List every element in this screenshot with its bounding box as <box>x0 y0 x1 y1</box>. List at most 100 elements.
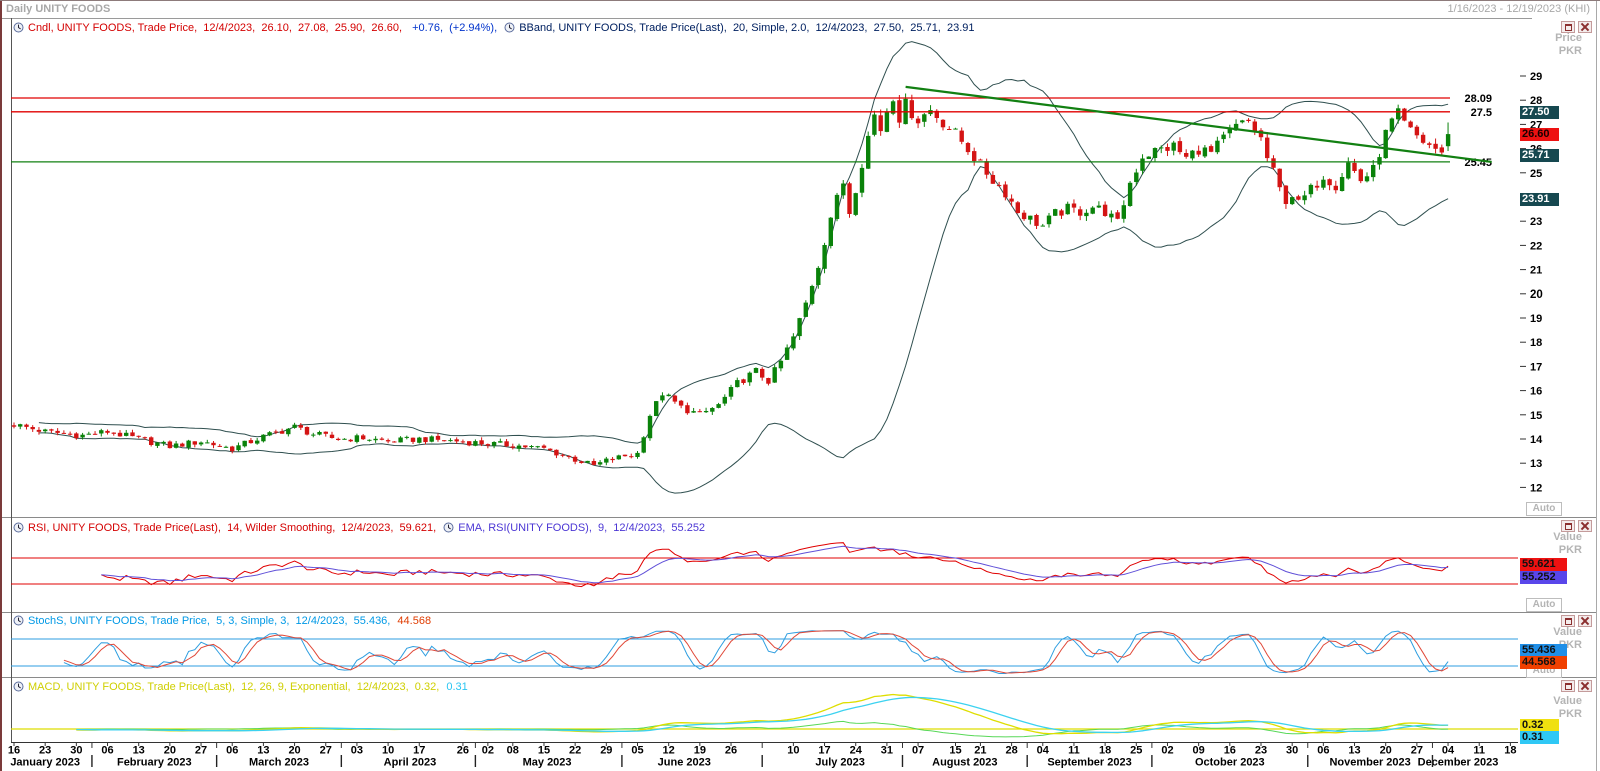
macd-legend: MACD, UNITY FOODS, Trade Price(Last), 12… <box>13 680 468 693</box>
restore-icon[interactable] <box>1561 680 1575 692</box>
stoch-k-badge: 55.436 <box>1520 643 1567 657</box>
svg-text:25: 25 <box>1130 745 1142 757</box>
svg-text:07: 07 <box>912 745 924 757</box>
svg-text:14: 14 <box>1530 434 1543 446</box>
svg-text:06: 06 <box>226 745 238 757</box>
svg-text:06: 06 <box>101 745 113 757</box>
macd-signal-value: 0.31 <box>446 680 468 693</box>
svg-text:12: 12 <box>1530 482 1542 494</box>
stoch-panel-window-buttons <box>1561 615 1592 627</box>
svg-text:28: 28 <box>1005 745 1017 757</box>
svg-text:11: 11 <box>1068 745 1080 757</box>
svg-text:13: 13 <box>257 745 269 757</box>
date-range-label: 1/16/2023 - 12/19/2023 (KHI) <box>1447 3 1590 15</box>
svg-text:27: 27 <box>1530 119 1542 131</box>
last-price-badge: 26.60 <box>1520 127 1559 141</box>
svg-text:16: 16 <box>8 745 20 757</box>
svg-text:26: 26 <box>725 745 737 757</box>
svg-text:27: 27 <box>195 745 207 757</box>
svg-text:30: 30 <box>1286 745 1298 757</box>
svg-text:10: 10 <box>382 745 394 757</box>
svg-text:15: 15 <box>538 745 550 757</box>
svg-text:28.09: 28.09 <box>1464 93 1492 105</box>
svg-text:19: 19 <box>1530 313 1542 325</box>
restore-icon[interactable] <box>1561 21 1575 33</box>
close-icon[interactable] <box>1578 680 1592 692</box>
svg-text:February 2023: February 2023 <box>117 757 192 769</box>
svg-text:13: 13 <box>133 745 145 757</box>
svg-text:July 2023: July 2023 <box>815 757 865 769</box>
rsi-axis-title: Value <box>1553 531 1582 543</box>
svg-text:19: 19 <box>694 745 706 757</box>
rsi-panel-window-buttons <box>1561 520 1592 532</box>
close-icon[interactable] <box>1578 615 1592 627</box>
close-icon[interactable] <box>1578 21 1592 33</box>
svg-text:April 2023: April 2023 <box>384 757 437 769</box>
window-left-border <box>0 1 2 771</box>
svg-text:04: 04 <box>1037 745 1050 757</box>
bband-upper-badge: 27.50 <box>1520 105 1559 119</box>
svg-text:16: 16 <box>1224 745 1236 757</box>
svg-text:18: 18 <box>1504 745 1516 757</box>
indicator-clock-icon <box>13 615 24 626</box>
stoch-d-badge: 44.568 <box>1520 656 1567 670</box>
svg-text:21: 21 <box>974 745 986 757</box>
svg-text:March 2023: March 2023 <box>249 757 309 769</box>
svg-text:12: 12 <box>663 745 675 757</box>
svg-text:September 2023: September 2023 <box>1047 757 1131 769</box>
svg-text:29: 29 <box>600 745 612 757</box>
svg-text:13: 13 <box>1530 458 1542 470</box>
svg-text:09: 09 <box>1193 745 1205 757</box>
price-legend: Cndl, UNITY FOODS, Trade Price, 12/4/202… <box>13 21 975 34</box>
svg-text:11: 11 <box>1473 745 1485 757</box>
svg-text:05: 05 <box>631 745 643 757</box>
svg-text:15: 15 <box>1530 410 1542 422</box>
close-icon[interactable] <box>1578 520 1592 532</box>
svg-text:17: 17 <box>413 745 425 757</box>
restore-icon[interactable] <box>1561 520 1575 532</box>
svg-text:November 2023: November 2023 <box>1329 757 1410 769</box>
bband-lower-badge: 23.91 <box>1520 192 1559 206</box>
svg-text:18: 18 <box>1099 745 1111 757</box>
indicator-clock-icon <box>443 522 454 533</box>
rsi-ema-badge: 55.252 <box>1520 570 1567 584</box>
price-axis-currency: PKR <box>1558 45 1582 57</box>
candle-change-text: +0.76, (+2.94%), <box>412 21 501 34</box>
rsi-auto-button[interactable]: Auto <box>1526 598 1562 612</box>
svg-text:June 2023: June 2023 <box>658 757 711 769</box>
svg-text:22: 22 <box>569 745 581 757</box>
macd-legend-text: MACD, UNITY FOODS, Trade Price(Last), 12… <box>28 680 443 693</box>
stoch-axis-title: Value <box>1553 626 1582 638</box>
price-panel-window-buttons <box>1561 21 1592 33</box>
svg-text:08: 08 <box>507 745 519 757</box>
svg-text:02: 02 <box>482 745 494 757</box>
svg-text:October 2023: October 2023 <box>1195 757 1265 769</box>
svg-text:26: 26 <box>457 745 469 757</box>
svg-text:20: 20 <box>288 745 300 757</box>
svg-text:13: 13 <box>1348 745 1360 757</box>
price-axis-title: Price <box>1555 32 1582 44</box>
svg-text:27: 27 <box>1411 745 1423 757</box>
indicator-clock-icon <box>504 22 515 33</box>
restore-icon[interactable] <box>1561 615 1575 627</box>
rsi-ema-legend-text: EMA, RSI(UNITY FOODS), 9, 12/4/2023, 55.… <box>458 521 706 534</box>
bband-middle-badge: 25.71 <box>1520 149 1559 163</box>
rsi-legend-text: RSI, UNITY FOODS, Trade Price(Last), 14,… <box>28 521 440 534</box>
macd-panel-window-buttons <box>1561 680 1592 692</box>
svg-text:24: 24 <box>850 745 863 757</box>
price-auto-button[interactable]: Auto <box>1526 502 1562 516</box>
stoch-d-value: 44.568 <box>397 614 432 627</box>
svg-text:23: 23 <box>39 745 51 757</box>
rsi-legend: RSI, UNITY FOODS, Trade Price(Last), 14,… <box>13 521 705 534</box>
svg-text:20: 20 <box>1380 745 1392 757</box>
rsi-axis-currency: PKR <box>1558 544 1582 556</box>
window-right-border <box>1596 1 1597 771</box>
macd-value-badge: 0.32 <box>1520 718 1559 732</box>
svg-text:May 2023: May 2023 <box>523 757 572 769</box>
rsi-value-badge: 59.621 <box>1520 558 1567 572</box>
svg-text:02: 02 <box>1161 745 1173 757</box>
svg-text:22: 22 <box>1530 240 1542 252</box>
svg-text:20: 20 <box>164 745 176 757</box>
